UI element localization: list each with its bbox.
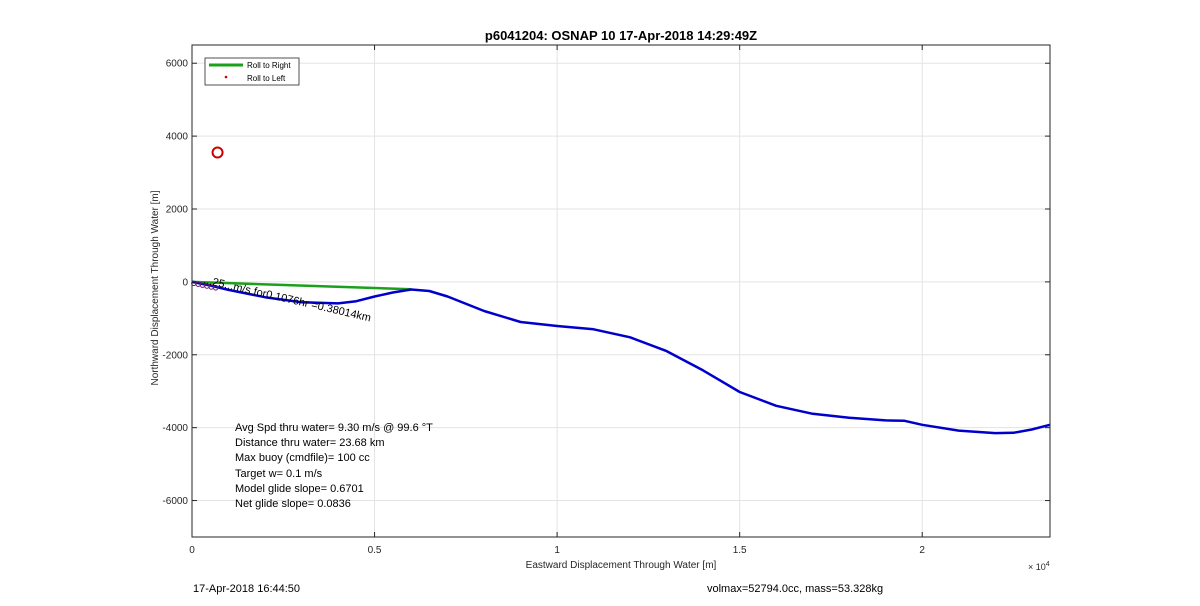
legend-box — [204, 57, 300, 86]
y-tick-label: 4000 — [166, 132, 189, 143]
x-axis-exponent: × 104 — [1028, 561, 1050, 572]
legend-label-roll-to-left: Roll to Left — [247, 74, 286, 83]
annotation-model-glide-slope: Model glide slope= 0.6701 — [235, 483, 364, 495]
x-tick-label: 1.5 — [733, 545, 747, 556]
series-line-roll-to-right — [191, 280, 412, 291]
y-tick-label: -2000 — [162, 350, 188, 361]
x-axis-label: Eastward Displacement Through Water [m] — [526, 560, 717, 571]
y-tick-label: 0 — [182, 277, 188, 288]
axis-ticks: 0 0.5 1 1.5 2 -6000 -4000 -2000 0 2000 4000 6000 — [162, 45, 1050, 556]
series-line-trajectory — [191, 280, 1051, 435]
data-traces — [191, 146, 1051, 435]
plot-area-border — [191, 44, 1051, 538]
origin-marker — [213, 285, 219, 291]
grid-lines — [192, 45, 1050, 537]
legend-swatch-roll-to-left — [224, 75, 228, 79]
annotation-distance: Distance thru water= 23.68 km — [235, 437, 385, 449]
chart-title: p6041204: OSNAP 10 17-Apr-2018 14:29:49Z — [485, 28, 757, 43]
y-tick-label: -4000 — [162, 423, 188, 434]
annotation-net-glide-slope: Net glide slope= 0.0836 — [235, 498, 351, 510]
footer-timestamp: 17-Apr-2018 16:44:50 — [193, 583, 301, 595]
x-tick-label: 0 — [189, 545, 195, 556]
footer-info: volmax=52794.0cc, mass=53.328kg — [707, 583, 884, 595]
annotation-max-buoy: Max buoy (cmdfile)= 100 cc — [235, 452, 370, 464]
roll-to-left-marker — [211, 146, 224, 159]
y-tick-label: -6000 — [162, 496, 188, 507]
y-tick-label: 6000 — [166, 59, 189, 70]
annotation-target-w: Target w= 0.1 m/s — [235, 468, 323, 480]
legend-label-roll-to-right: Roll to Right — [247, 61, 291, 70]
annotation-avg-speed: Avg Spd thru water= 9.30 m/s @ 99.6 °T — [235, 422, 433, 434]
stats-annotations: Avg Spd thru water= 9.30 m/s @ 99.6 °T D… — [235, 422, 433, 510]
x-tick-label: 2 — [919, 545, 925, 556]
y-axis-label: Northward Displacement Through Water [m] — [150, 190, 161, 385]
legend: Roll to Right Roll to Left — [204, 57, 300, 86]
y-tick-label: 2000 — [166, 205, 189, 216]
x-tick-label: 1 — [554, 545, 560, 556]
x-tick-label: 0.5 — [368, 545, 382, 556]
